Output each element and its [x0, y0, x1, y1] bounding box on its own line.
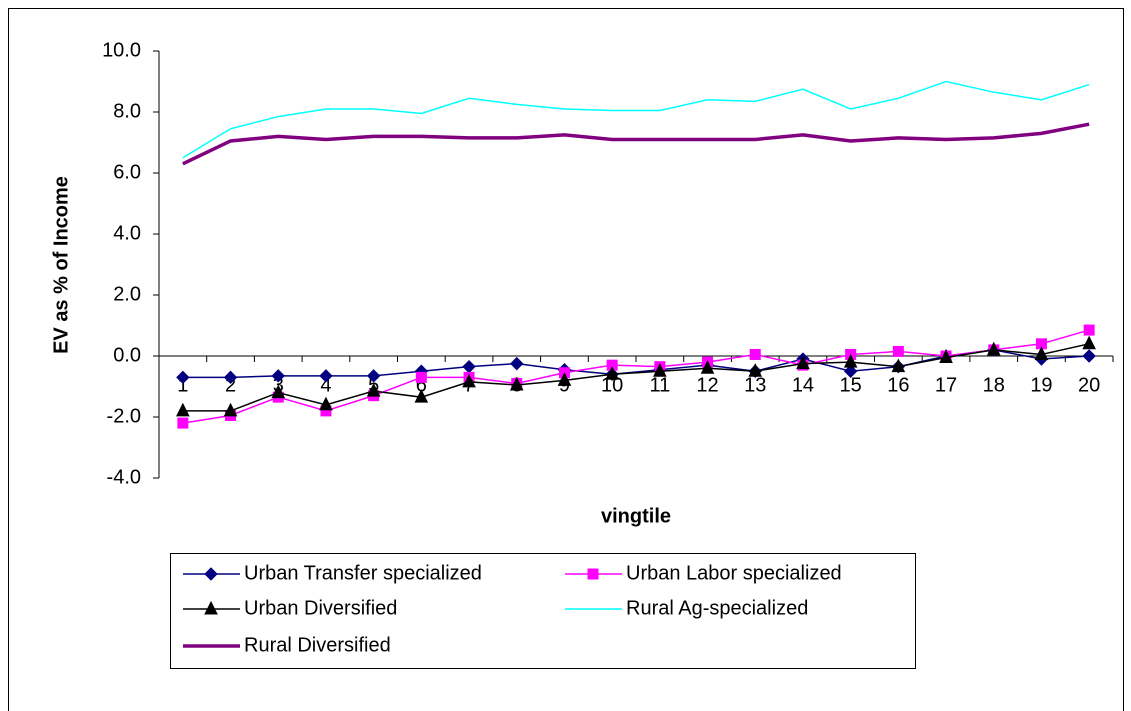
data-point — [223, 402, 238, 417]
series-line — [182, 80, 1090, 159]
legend-label: Rural Ag-specialized — [626, 597, 808, 619]
data-point — [605, 366, 619, 380]
y-tick-label: -4.0 — [107, 466, 141, 488]
data-point — [176, 370, 190, 385]
data-point — [462, 373, 476, 388]
legend-label: Urban Labor specialized — [626, 562, 842, 584]
series-line — [182, 122, 1090, 166]
x-tick-label: 4 — [320, 374, 331, 396]
data-point — [366, 369, 381, 383]
data-point — [749, 348, 761, 360]
x-tick-label: 13 — [744, 374, 766, 396]
y-tick-label: 10.0 — [102, 39, 141, 61]
x-tick-label: 14 — [792, 374, 814, 396]
data-point — [843, 364, 858, 378]
legend-label: Rural Diversified — [244, 634, 391, 656]
data-point — [415, 371, 427, 383]
data-point — [366, 382, 381, 397]
data-point — [1082, 349, 1096, 363]
series-line — [182, 349, 1090, 379]
x-tick-label: 2 — [225, 374, 236, 396]
series-line — [182, 329, 1090, 424]
x-tick-label: 18 — [983, 374, 1005, 396]
x-tick-label: 15 — [840, 374, 862, 396]
data-point — [843, 353, 858, 368]
data-point — [319, 369, 333, 383]
x-tick-label: 12 — [696, 374, 718, 396]
y-tick-label: 0.0 — [113, 344, 141, 366]
data-point — [1083, 324, 1095, 336]
legend-marker — [204, 567, 218, 581]
data-point — [271, 384, 286, 399]
data-point — [748, 363, 763, 377]
x-tick-label: 16 — [887, 374, 909, 396]
x-tick-label: 17 — [935, 374, 957, 396]
y-tick-label: 6.0 — [113, 161, 141, 183]
x-axis-title: vingtile — [601, 505, 671, 527]
legend-marker — [587, 568, 599, 580]
y-tick-label: 4.0 — [113, 222, 141, 244]
data-point — [176, 402, 190, 417]
y-tick-label: -2.0 — [107, 405, 141, 427]
data-point — [509, 376, 524, 391]
data-point — [271, 369, 285, 383]
legend-label: Urban Transfer specialized — [244, 562, 482, 584]
x-tick-label: 19 — [1030, 374, 1052, 396]
data-point — [891, 358, 906, 373]
legend-label: Urban Diversified — [244, 597, 397, 619]
y-tick-label: 8.0 — [113, 100, 141, 122]
series-line — [182, 343, 1090, 412]
data-point — [1034, 346, 1049, 360]
legend-marker — [204, 600, 218, 615]
x-tick-label: 1 — [177, 374, 188, 396]
data-point — [700, 360, 715, 374]
data-point — [796, 355, 810, 370]
x-tick-label: 11 — [649, 374, 670, 396]
data-point — [319, 396, 333, 411]
data-point — [653, 363, 667, 377]
data-point — [223, 370, 238, 385]
data-point — [939, 349, 953, 364]
data-point — [557, 372, 572, 386]
y-axis-title: EV as % of Income — [50, 176, 72, 354]
data-point — [892, 345, 904, 357]
data-point — [1082, 335, 1096, 350]
data-point — [177, 417, 189, 429]
data-point — [414, 389, 429, 403]
legend-box — [170, 553, 916, 669]
x-tick-label: 6 — [416, 374, 427, 396]
data-point — [986, 341, 1001, 356]
y-tick-label: 2.0 — [113, 283, 141, 305]
data-point — [510, 356, 524, 371]
x-tick-label: 20 — [1078, 374, 1100, 396]
